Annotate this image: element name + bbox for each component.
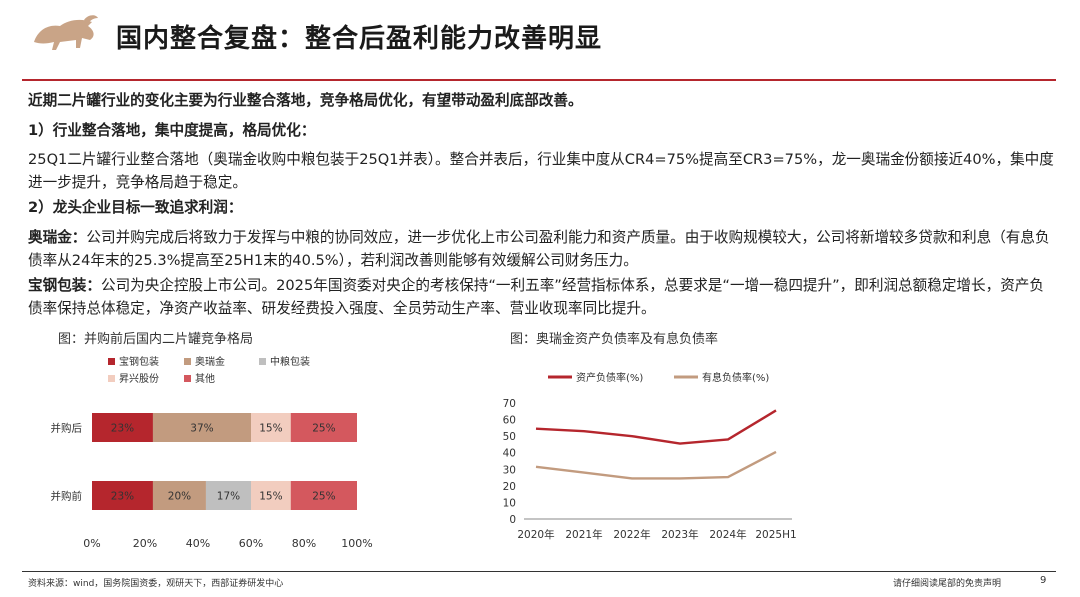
x-tick-label: 2024年 xyxy=(709,528,746,541)
x-tick-label: 2022年 xyxy=(613,528,650,541)
baosteel-text: 公司为央企控股上市公司。2025年国资委对央企的考核保持“一利五率”经营指标体系… xyxy=(28,277,1044,317)
data-label: 15% xyxy=(259,423,282,435)
orient-label: 奥瑞金： xyxy=(28,229,87,246)
bar-segment xyxy=(152,413,251,442)
x-tick-label: 2025H1 xyxy=(755,529,796,541)
y-tick-label: 40 xyxy=(503,448,516,460)
data-label: 37% xyxy=(190,423,213,435)
y-tick-label: 30 xyxy=(503,464,516,476)
legend-label: 昇兴股份 xyxy=(119,373,159,385)
data-label: 15% xyxy=(259,491,282,503)
baosteel-label: 宝钢包装： xyxy=(28,277,101,294)
data-label: 17% xyxy=(217,491,240,503)
legend-swatch xyxy=(108,358,115,365)
category-label: 并购后 xyxy=(51,422,83,435)
data-label: 23% xyxy=(111,491,134,503)
legend-label: 其他 xyxy=(195,372,215,385)
data-label: 25% xyxy=(312,423,335,435)
orient-paragraph: 奥瑞金：公司并购完成后将致力于发挥与中粮的协同效应，进一步优化上市公司盈利能力和… xyxy=(28,226,1058,272)
x-tick-label: 60% xyxy=(239,537,263,550)
bar-segment xyxy=(290,481,357,510)
x-tick-label: 100% xyxy=(341,537,372,550)
series-line xyxy=(535,409,777,445)
y-tick-label: 0 xyxy=(509,514,516,526)
legend-swatch xyxy=(108,375,115,382)
bar-segment xyxy=(92,413,153,442)
x-tick-label: 2021年 xyxy=(565,528,602,541)
data-label: 25% xyxy=(312,491,335,503)
y-tick-label: 10 xyxy=(503,497,516,509)
right-figure-caption: 图：奥瑞金资产负债率及有息负债率 xyxy=(510,332,719,347)
x-tick-label: 2023年 xyxy=(661,528,698,541)
bar-segment xyxy=(92,481,153,510)
section2-heading: 2）龙头企业目标一致追求利润： xyxy=(28,199,243,216)
page-title: 国内整合复盘：整合后盈利能力改善明显 xyxy=(116,24,603,54)
left-figure-caption: 图：并购前后国内二片罐竞争格局 xyxy=(58,332,254,347)
data-label: 20% xyxy=(168,491,191,503)
bar-segment xyxy=(251,481,291,510)
bar-segment xyxy=(152,481,206,510)
debt-ratio-line-chart: 资产负债率(%) 有息负债率(%) 0 10 20 30 40 50 60 70 2020年 2021… xyxy=(503,371,797,541)
data-label: 23% xyxy=(111,423,134,435)
legend-swatch xyxy=(184,375,191,382)
bar-segment xyxy=(205,481,251,510)
footer-disclaimer: 请仔细阅读尾部的免责声明 xyxy=(893,579,1002,589)
x-tick-label: 80% xyxy=(292,537,316,550)
y-tick-label: 20 xyxy=(503,481,516,493)
legend-label: 奥瑞金 xyxy=(195,355,225,368)
page-number: 9 xyxy=(1040,575,1047,586)
category-label: 并购前 xyxy=(51,490,83,503)
legend-label: 有息负债率(%) xyxy=(702,371,769,384)
y-tick-label: 70 xyxy=(503,398,516,410)
bull-logo-icon xyxy=(34,15,98,50)
footer-divider xyxy=(22,571,1056,572)
title-divider xyxy=(22,79,1056,81)
section1-paragraph: 25Q1二片罐行业整合落地（奥瑞金收购中粮包装于25Q1并表）。整合并表后，行业… xyxy=(28,151,1054,191)
x-tick-label: 40% xyxy=(186,537,210,550)
legend-label: 中粮包装 xyxy=(270,355,310,368)
footer-source: 资料来源：wind，国务院国资委，观研天下，西部证券研发中心 xyxy=(28,579,284,589)
y-tick-label: 60 xyxy=(503,415,516,427)
x-tick-label: 2020年 xyxy=(517,528,554,541)
legend-label: 宝钢包装 xyxy=(119,355,159,368)
legend-swatch xyxy=(184,358,191,365)
baosteel-paragraph: 宝钢包装：公司为央企控股上市公司。2025年国资委对央企的考核保持“一利五率”经… xyxy=(28,274,1058,320)
intro-paragraph: 近期二片罐行业的变化主要为行业整合落地，竞争格局优化，有望带动盈利底部改善。 xyxy=(28,92,583,109)
x-tick-label: 20% xyxy=(133,537,157,550)
bar-segment xyxy=(251,413,291,442)
legend-swatch xyxy=(259,358,266,365)
orient-text: 公司并购完成后将致力于发挥与中粮的协同效应，进一步优化上市公司盈利能力和资产质量… xyxy=(28,229,1050,269)
y-tick-label: 50 xyxy=(503,431,516,443)
series-line xyxy=(535,450,777,480)
legend-label: 资产负债率(%) xyxy=(576,371,643,384)
x-tick-label: 0% xyxy=(83,537,100,550)
section1-heading: 1）行业整合落地，集中度提高，格局优化： xyxy=(28,122,316,139)
bar-segment xyxy=(290,413,357,442)
